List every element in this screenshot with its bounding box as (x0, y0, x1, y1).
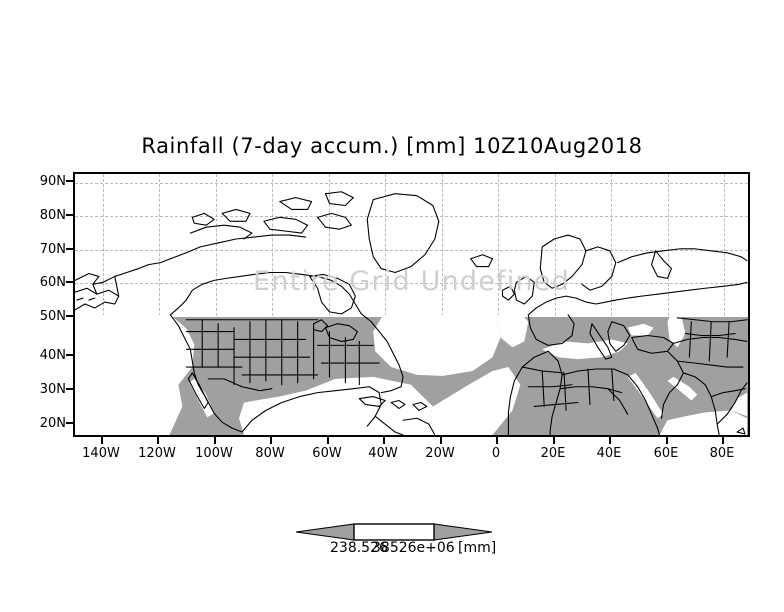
colorbar-center-box (353, 523, 435, 541)
x-tick-mark-140w (101, 437, 103, 444)
x-tick-mark-40e (609, 437, 611, 444)
map-plot-area[interactable]: Entire Grid Undefined (73, 172, 750, 437)
colorbar-unit-label: [mm] (458, 540, 497, 556)
x-tick-mark-120w (157, 437, 159, 444)
x-tick-label-60e: 60E (653, 446, 679, 461)
x-tick-mark-100w (214, 437, 216, 444)
x-tick-mark-0 (496, 437, 498, 444)
x-tick-mark-80e (722, 437, 724, 444)
x-tick-mark-60e (666, 437, 668, 444)
y-tick-mark-80n (66, 214, 73, 216)
colorbar-labels: 238.526 38526e+06 [mm] (190, 540, 594, 560)
y-tick-mark-30n (66, 388, 73, 390)
colorbar[interactable] (296, 518, 492, 546)
y-tick-mark-40n (66, 354, 73, 356)
x-tick-label-40w: 40W (368, 446, 398, 461)
x-tick-mark-40w (383, 437, 385, 444)
x-tick-mark-80w (270, 437, 272, 444)
x-tick-label-20e: 20E (540, 446, 566, 461)
colorbar-graphic (296, 523, 492, 541)
x-tick-label-140w: 140W (82, 446, 120, 461)
colorbar-extend-right (433, 523, 492, 541)
colorbar-max-label: 38526e+06 (372, 540, 455, 556)
x-tick-label-120w: 120W (138, 446, 176, 461)
y-tick-label-60n: 60N (39, 275, 66, 290)
y-tick-label-40n: 40N (39, 348, 66, 363)
y-tick-label-70n: 70N (39, 242, 66, 257)
y-tick-label-30n: 30N (39, 382, 66, 397)
y-tick-mark-20n (66, 422, 73, 424)
y-tick-mark-90n (66, 180, 73, 182)
colorbar-extend-left (296, 523, 355, 541)
x-tick-label-40e: 40E (596, 446, 622, 461)
x-tick-mark-20e (553, 437, 555, 444)
x-tick-label-60w: 60W (312, 446, 342, 461)
coastline-overlay (75, 191, 748, 435)
x-tick-label-0: 0 (491, 446, 501, 461)
y-tick-mark-60n (66, 281, 73, 283)
x-tick-label-20w: 20W (425, 446, 455, 461)
page-title: Rainfall (7-day accum.) [mm] 10Z10Aug201… (141, 134, 643, 158)
x-tick-label-80e: 80E (709, 446, 735, 461)
y-tick-mark-50n (66, 315, 73, 317)
ocean-mask-overlay (75, 311, 748, 435)
y-tick-label-80n: 80N (39, 208, 66, 223)
y-tick-label-90n: 90N (39, 174, 66, 189)
y-tick-label-20n: 20N (39, 416, 66, 431)
x-tick-mark-60w (327, 437, 329, 444)
y-tick-mark-70n (66, 248, 73, 250)
x-tick-mark-20w (440, 437, 442, 444)
x-tick-label-80w: 80W (255, 446, 285, 461)
colorbar-min-label: 238.526 (330, 540, 388, 556)
x-tick-label-100w: 100W (195, 446, 233, 461)
y-tick-label-50n: 50N (39, 309, 66, 324)
